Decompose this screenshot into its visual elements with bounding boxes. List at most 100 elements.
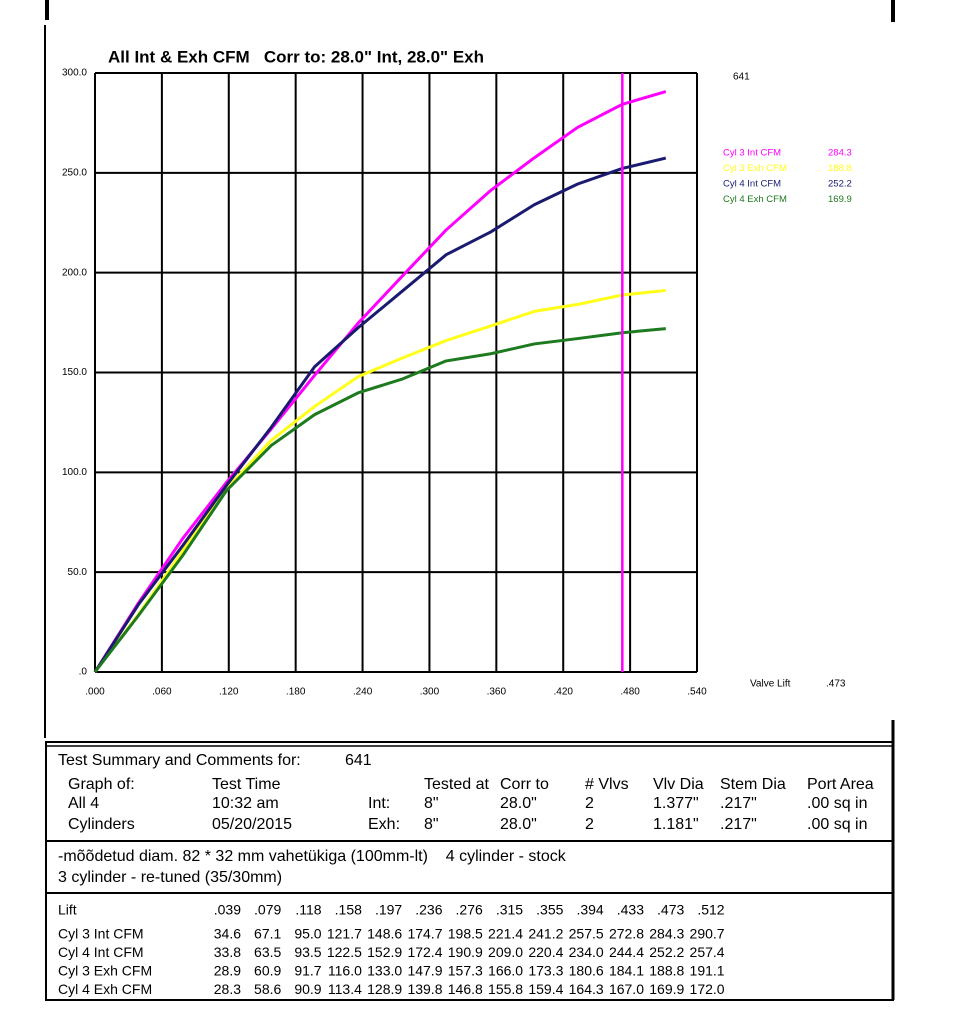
table-cell: 128.9 — [367, 981, 402, 997]
x-tick-label: .240 — [353, 687, 373, 698]
table-cell: 60.9 — [254, 963, 281, 979]
summary-cell: Cylinders — [68, 816, 135, 833]
y-tick-label: 150.0 — [62, 367, 87, 378]
table-cell: 28.9 — [214, 963, 241, 979]
table-cell: 174.7 — [407, 926, 442, 942]
table-cell: 58.6 — [254, 981, 281, 997]
summary-cell: 8" — [424, 795, 439, 812]
cursor-label: Valve Lift — [750, 679, 791, 690]
row-name: Cyl 4 Int CFM — [58, 944, 144, 960]
table-cell: 257.5 — [569, 926, 604, 942]
table-cell: 152.9 — [367, 944, 402, 960]
series-line — [93, 90, 667, 673]
summary-cell: .217" — [720, 795, 757, 812]
table-cell: 173.3 — [528, 963, 563, 979]
lift-header: .433 — [617, 902, 644, 918]
x-tick-label: .480 — [620, 687, 640, 698]
y-tick-label: 100.0 — [62, 467, 87, 478]
series-line — [93, 327, 666, 673]
summary-cell: All 4 — [68, 795, 99, 812]
table-cell: 234.0 — [569, 944, 604, 960]
y-tick-label: .0 — [79, 667, 88, 678]
table-cell: 133.0 — [367, 963, 402, 979]
legend-label: Cyl 4 Exh CFM — [723, 194, 787, 205]
legend-value: 169.9 — [828, 194, 852, 205]
series-line — [93, 288, 666, 673]
table-cell: 63.5 — [254, 944, 281, 960]
lift-header: .079 — [254, 902, 281, 918]
chart-title: All Int & Exh CFM Corr to: 28.0" Int, 28… — [108, 47, 484, 66]
row-name: Cyl 3 Int CFM — [58, 926, 144, 942]
summary-header: Test Time — [212, 776, 281, 793]
table-cell: 220.4 — [528, 944, 563, 960]
lift-header: .118 — [295, 902, 321, 918]
summary-cell: 8" — [424, 816, 439, 833]
table-cell: 146.8 — [448, 981, 483, 997]
table-cell: 290.7 — [690, 926, 725, 942]
lift-header: .394 — [576, 902, 603, 918]
lift-header: .473 — [657, 902, 684, 918]
row-name: Cyl 4 Exh CFM — [58, 981, 152, 997]
x-tick-label: .120 — [219, 687, 239, 698]
summary-header: # Vlvs — [585, 776, 629, 793]
table-cell: 148.6 — [367, 926, 402, 942]
series-line — [93, 156, 667, 673]
summary-title: Test Summary and Comments for: — [58, 752, 301, 769]
summary-cell: 2 — [585, 795, 594, 812]
table-cell: 155.8 — [488, 981, 523, 997]
table-cell: 122.5 — [327, 944, 362, 960]
x-tick-label: .060 — [152, 687, 172, 698]
lift-header: .236 — [415, 902, 442, 918]
table-cell: 147.9 — [407, 963, 442, 979]
comment: 3 cylinder - re-tuned (35/30mm) — [58, 869, 282, 886]
table-cell: 157.3 — [448, 963, 483, 979]
legend-value: 188.8 — [828, 163, 852, 174]
x-tick-label: .420 — [553, 687, 573, 698]
table-cell: 188.8 — [649, 963, 684, 979]
summary-cell: 1.181" — [653, 816, 699, 833]
summary-cell: 28.0" — [500, 795, 537, 812]
x-tick-label: .180 — [286, 687, 306, 698]
summary-cell: .00 sq in — [807, 795, 867, 812]
summary-cell: Exh: — [368, 816, 400, 833]
summary-cell: 1.377" — [653, 795, 699, 812]
table-cell: 284.3 — [649, 926, 684, 942]
summary-cell: .00 sq in — [807, 816, 867, 833]
summary-cell: 2 — [585, 816, 594, 833]
summary-cell: 05/20/2015 — [212, 816, 292, 833]
table-cell: 184.1 — [609, 963, 644, 979]
table-cell: 166.0 — [488, 963, 523, 979]
table-cell: 180.6 — [569, 963, 604, 979]
x-tick-label: .540 — [687, 687, 707, 698]
table-cell: 272.8 — [609, 926, 644, 942]
summary-cell: .217" — [720, 816, 757, 833]
table-cell: 33.8 — [214, 944, 241, 960]
y-tick-label: 250.0 — [62, 167, 87, 178]
lift-header: .355 — [536, 902, 563, 918]
summary-header: Port Area — [807, 776, 874, 793]
summary-header: Vlv Dia — [653, 776, 704, 793]
x-tick-label: .000 — [85, 687, 105, 698]
table-cell: 172.0 — [690, 981, 725, 997]
table-cell: 172.4 — [407, 944, 442, 960]
table-cell: 241.2 — [528, 926, 563, 942]
summary-cell: 10:32 am — [212, 795, 279, 812]
summary-cell: 28.0" — [500, 816, 537, 833]
legend-value: 284.3 — [828, 148, 852, 159]
lift-header: .512 — [697, 902, 724, 918]
table-cell: 221.4 — [488, 926, 523, 942]
summary-header: Corr to — [500, 776, 549, 793]
x-tick-label: .360 — [487, 687, 507, 698]
legend-label: Cyl 4 Int CFM — [723, 179, 781, 190]
y-tick-label: 200.0 — [62, 267, 87, 278]
table-cell: 113.4 — [328, 981, 362, 997]
legend-label: Cyl 3 Exh CFM — [723, 163, 787, 174]
summary-cell: Int: — [368, 795, 390, 812]
lift-header: .315 — [496, 902, 523, 918]
table-cell: 252.2 — [649, 944, 684, 960]
lift-header: .276 — [456, 902, 483, 918]
table-cell: 34.6 — [214, 926, 241, 942]
cursor-value: .473 — [826, 679, 846, 690]
table-cell: 209.0 — [488, 944, 523, 960]
